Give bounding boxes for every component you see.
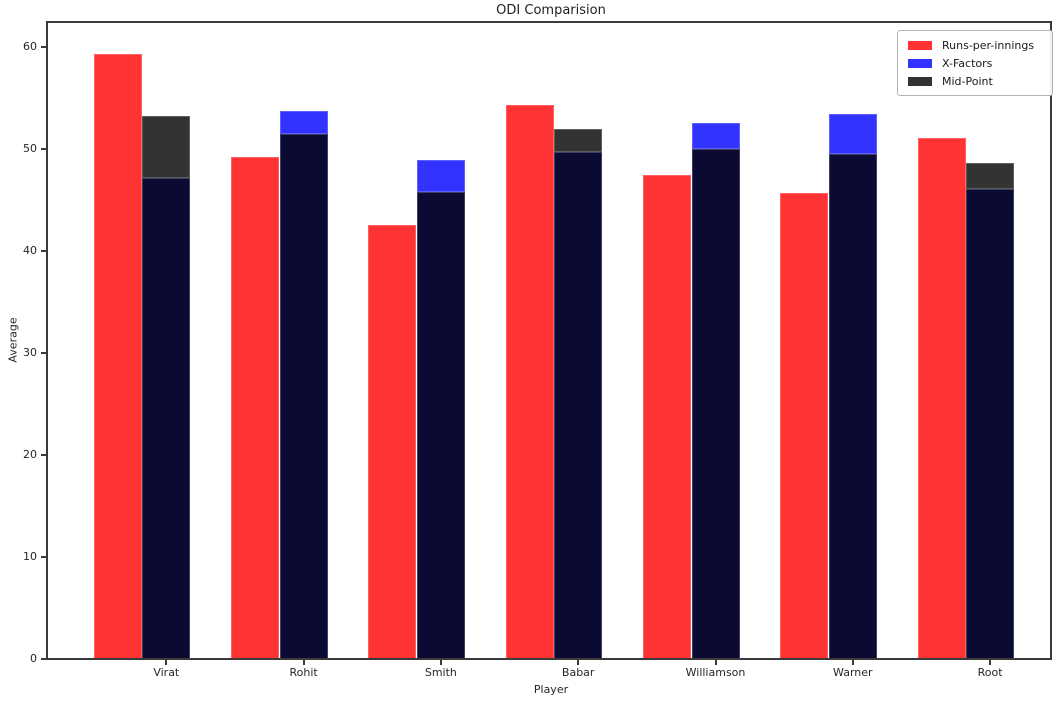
y-tick-mark [41,556,46,558]
bar-x-factors-top-smith [416,160,465,193]
x-tick-label-babar: Babar [561,666,595,679]
x-tick-mark [989,660,992,665]
left-spine [46,21,48,660]
bar-runs-per-innings-smith [368,224,417,659]
legend-label-x-factors: X-Factors [942,56,993,70]
legend-item-runs-per-innings: Runs-per-innings [908,36,1042,54]
y-tick-mark [41,46,46,48]
x-tick-label-virat: Virat [153,666,180,679]
y-tick-label-60: 60 [23,40,37,53]
x-tick-label-rohit: Rohit [289,666,318,679]
bar-runs-per-innings-warner [780,192,829,659]
legend-item-mid-point: Mid-Point [908,72,1042,90]
bar-overlap-rohit [279,134,328,659]
y-tick-label-0: 0 [30,652,37,665]
legend-item-x-factors: X-Factors [908,54,1042,72]
bar-runs-per-innings-virat [93,54,142,659]
bar-overlap-warner [828,153,877,659]
bar-x-factors-top-warner [828,114,877,154]
bar-mid-point-top-babar [554,128,603,153]
x-tick-mark [439,660,442,665]
bar-runs-per-innings-babar [505,105,554,659]
x-tick-label-williamson: Williamson [685,666,746,679]
y-tick-label-20: 20 [23,448,37,461]
bottom-spine [46,658,1052,660]
x-tick-mark [302,660,305,665]
bar-runs-per-innings-rohit [231,157,280,659]
y-tick-label-30: 30 [23,346,37,359]
x-tick-mark [851,660,854,665]
legend-swatch-mid-point-icon [908,76,932,86]
bar-overlap-root [966,188,1015,659]
x-tick-label-smith: Smith [424,666,457,679]
y-tick-label-40: 40 [23,244,37,257]
x-tick-mark [714,660,717,665]
y-tick-mark [41,658,46,660]
bar-x-factors-top-rohit [279,111,328,135]
bar-runs-per-innings-williamson [643,174,691,659]
y-tick-mark [41,454,46,456]
legend-label-runs-per-innings: Runs-per-innings [942,38,1035,52]
y-tick-mark [41,250,46,252]
x-tick-mark [165,660,168,665]
bar-overlap-virat [142,177,191,659]
legend: Runs-per-innings X-Factors Mid-Point [897,30,1053,96]
bar-overlap-babar [554,152,603,659]
y-tick-mark [41,352,46,354]
legend-swatch-x-factors-icon [908,58,932,68]
x-axis-label: Player [533,683,569,696]
y-tick-mark [41,148,46,150]
chart-title: ODI Comparision [496,3,606,18]
bar-mid-point-top-virat [142,115,191,178]
bar-mid-point-top-root [966,163,1015,189]
y-tick-label-50: 50 [23,142,37,155]
y-tick-label-10: 10 [23,550,37,563]
x-tick-mark [577,660,580,665]
x-tick-label-warner: Warner [833,666,873,679]
right-spine [1050,21,1052,660]
legend-label-mid-point: Mid-Point [942,74,993,88]
plot-area [48,22,1050,659]
bar-overlap-smith [416,192,465,659]
bar-overlap-williamson [691,148,740,659]
legend-swatch-runs-per-innings-icon [908,40,932,50]
bar-x-factors-top-williamson [691,122,740,149]
top-spine [46,21,1052,23]
x-tick-label-root: Root [977,666,1003,679]
bar-runs-per-innings-root [917,137,966,659]
